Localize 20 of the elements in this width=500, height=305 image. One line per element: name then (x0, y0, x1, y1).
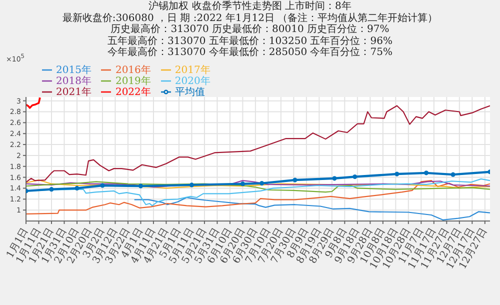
line-series (26, 180, 490, 214)
line-series (26, 105, 490, 183)
line-series (26, 181, 490, 193)
legend-label: 2016年 (115, 65, 151, 76)
text: 历史最高价：313070 历史最低价：80010 历史百分位：97% (110, 24, 390, 36)
legend-label: 2015年 (56, 65, 92, 76)
legend-label: 平均值 (174, 87, 205, 98)
legend-label: 2018年 (56, 76, 92, 87)
line-series (26, 170, 490, 194)
legend-label: 2017年 (174, 65, 210, 76)
legend-label: 2022年 (115, 87, 151, 98)
text: 五年最高价：313070 五年最低价：103250 五年百分位：96% (106, 36, 394, 46)
chart-title: 沪锡加权 收盘价季节性走势图 上市时间：8年 (148, 1, 352, 12)
chart-subtitle: 最新收盘价:306080 ，日 期 :2022 年1月12日 （备注：平均值从第二年开始计算） (61, 12, 439, 24)
legend-label: 2020年 (174, 76, 210, 87)
text: 今年最高价：313070 今年最低价：285050 今年百分位：75% (108, 47, 392, 58)
legend-label: 2019年 (115, 76, 151, 87)
line-series (26, 97, 41, 109)
line-series (134, 196, 490, 220)
legend-label: 2021年 (56, 87, 92, 98)
